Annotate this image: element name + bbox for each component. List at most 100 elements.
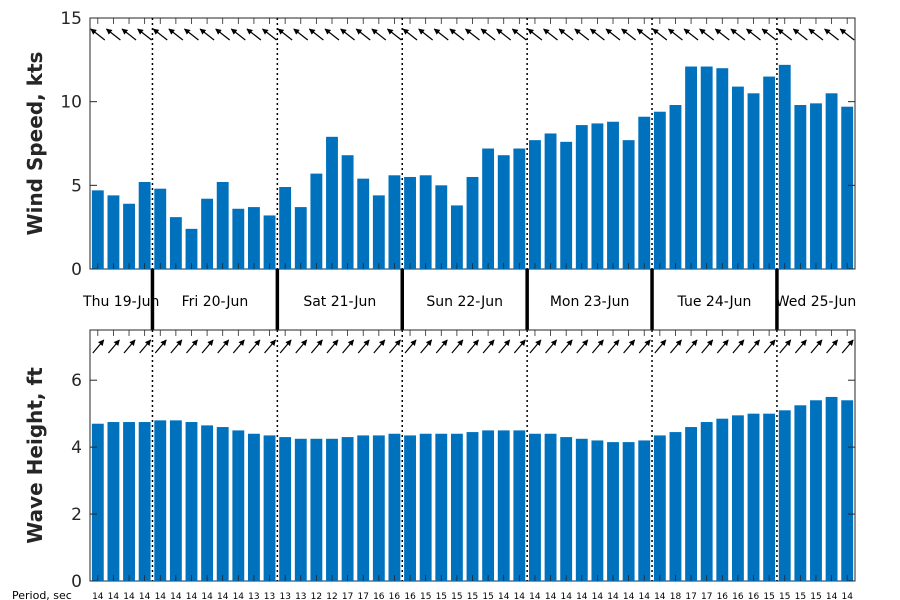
- wave-bar: [669, 432, 682, 581]
- wind-bar: [622, 140, 635, 269]
- wave-bar: [622, 442, 635, 581]
- wind-direction-arrow: [168, 28, 184, 41]
- wave-direction-arrow: [763, 339, 776, 354]
- wind-direction-arrow: [683, 28, 699, 41]
- wave-direction-arrow: [748, 339, 760, 354]
- wave-direction-arrow: [420, 339, 433, 354]
- wind-bar: [216, 181, 229, 269]
- wind-bar: [482, 148, 495, 269]
- wave-bar: [700, 422, 713, 581]
- wind-bar: [138, 181, 151, 269]
- wind-direction-arrow: [605, 28, 621, 41]
- wind-bar: [310, 173, 323, 269]
- wind-bar: [450, 205, 463, 269]
- wind-direction-arrow: [90, 28, 106, 41]
- period-value: 13: [248, 592, 259, 600]
- day-label: Fri 20-Jun: [182, 294, 249, 310]
- period-value: 13: [279, 592, 290, 600]
- wave-direction-arrow: [794, 339, 807, 354]
- period-value: 15: [810, 592, 821, 600]
- wave-direction-arrow: [451, 339, 464, 354]
- wind-direction-arrow: [121, 28, 137, 41]
- wave-bar: [575, 438, 588, 581]
- wind-bar: [123, 203, 135, 269]
- wave-bar: [841, 400, 854, 581]
- wind-bar: [513, 148, 526, 269]
- day-labels-band: Thu 19-Jun Fri 20-Jun Sat 21-Jun Sun 22-Jun…: [82, 269, 856, 330]
- wave-direction-arrow: [716, 339, 729, 354]
- wave-direction-arrow: [295, 339, 308, 354]
- period-value: 14: [233, 592, 245, 600]
- period-value: 15: [436, 592, 447, 600]
- wind-ytick-label: 15: [60, 9, 82, 29]
- wind-ytick-label: 10: [60, 93, 82, 113]
- period-value: 14: [92, 592, 104, 600]
- wave-direction-arrow: [826, 339, 839, 354]
- wave-bar: [388, 433, 401, 581]
- wave-bar: [123, 422, 135, 581]
- wave-bar: [326, 438, 338, 581]
- wind-direction-arrow: [667, 28, 683, 41]
- wind-ytick-label: 5: [71, 176, 82, 196]
- wave-direction-arrow: [670, 339, 682, 354]
- period-value: 14: [529, 592, 541, 600]
- wind-direction-arrow: [465, 28, 480, 41]
- wave-direction-arrow: [123, 339, 136, 354]
- wind-direction-arrow: [152, 28, 168, 41]
- wave-bar: [747, 413, 760, 581]
- wave-ylabel: Wave Height, ft: [23, 367, 47, 544]
- wave-bar: [778, 410, 791, 581]
- wind-direction-arrow: [543, 28, 558, 41]
- wave-direction-arrow: [248, 339, 261, 354]
- wind-bar: [716, 68, 729, 269]
- wind-direction-arrow: [449, 28, 465, 41]
- wave-direction-arrow: [513, 339, 526, 354]
- day-label: Thu 19-Jun: [82, 294, 159, 310]
- wave-direction-arrow: [732, 339, 745, 354]
- wind-bar: [169, 217, 182, 269]
- wave-bar: [482, 430, 495, 581]
- wind-direction-arrow: [184, 28, 199, 41]
- wind-bar: [388, 175, 401, 269]
- period-value: 14: [217, 592, 229, 600]
- wind-bar: [544, 133, 557, 269]
- wave-direction-arrow: [560, 339, 573, 354]
- wave-bar: [466, 432, 479, 581]
- period-value: 12: [311, 592, 322, 600]
- period-value: 13: [295, 592, 306, 600]
- wave-direction-arrow: [810, 339, 823, 354]
- period-value: 15: [420, 592, 431, 600]
- wind-direction-arrow: [761, 28, 777, 41]
- wind-direction-arrow: [746, 28, 761, 41]
- wind-direction-arrow: [699, 28, 715, 41]
- wave-direction-arrow: [607, 339, 620, 354]
- wind-bar: [341, 155, 354, 269]
- wave-ytick-label: 4: [71, 438, 82, 458]
- wave-bar: [497, 430, 510, 581]
- wind-bar: [841, 106, 854, 269]
- wind-direction-arrow: [340, 28, 355, 41]
- wave-direction-arrow: [654, 339, 667, 354]
- wind-bar: [810, 103, 822, 269]
- wave-bar: [91, 423, 104, 581]
- wave-ytick-label: 0: [71, 572, 82, 592]
- wind-bar: [591, 123, 604, 269]
- period-value: 16: [389, 592, 401, 600]
- wave-direction-arrow: [498, 339, 511, 354]
- wind-direction-arrow: [371, 28, 387, 41]
- wind-direction-arrow: [496, 28, 512, 41]
- wave-bar: [357, 435, 370, 581]
- wind-bar: [700, 66, 713, 269]
- wind-bar: [294, 207, 307, 269]
- wave-bar: [248, 433, 260, 581]
- wave-direction-arrow: [373, 339, 386, 354]
- wind-direction-arrow: [480, 28, 496, 41]
- wind-direction-arrow: [246, 28, 262, 41]
- wave-bar: [513, 430, 526, 581]
- wind-direction-arrow: [308, 28, 324, 41]
- wind-direction-arrow: [652, 28, 668, 41]
- wind-bar: [435, 185, 448, 269]
- wind-bar: [279, 187, 292, 269]
- wind-bar: [419, 175, 432, 269]
- wind-direction-arrow: [262, 28, 277, 41]
